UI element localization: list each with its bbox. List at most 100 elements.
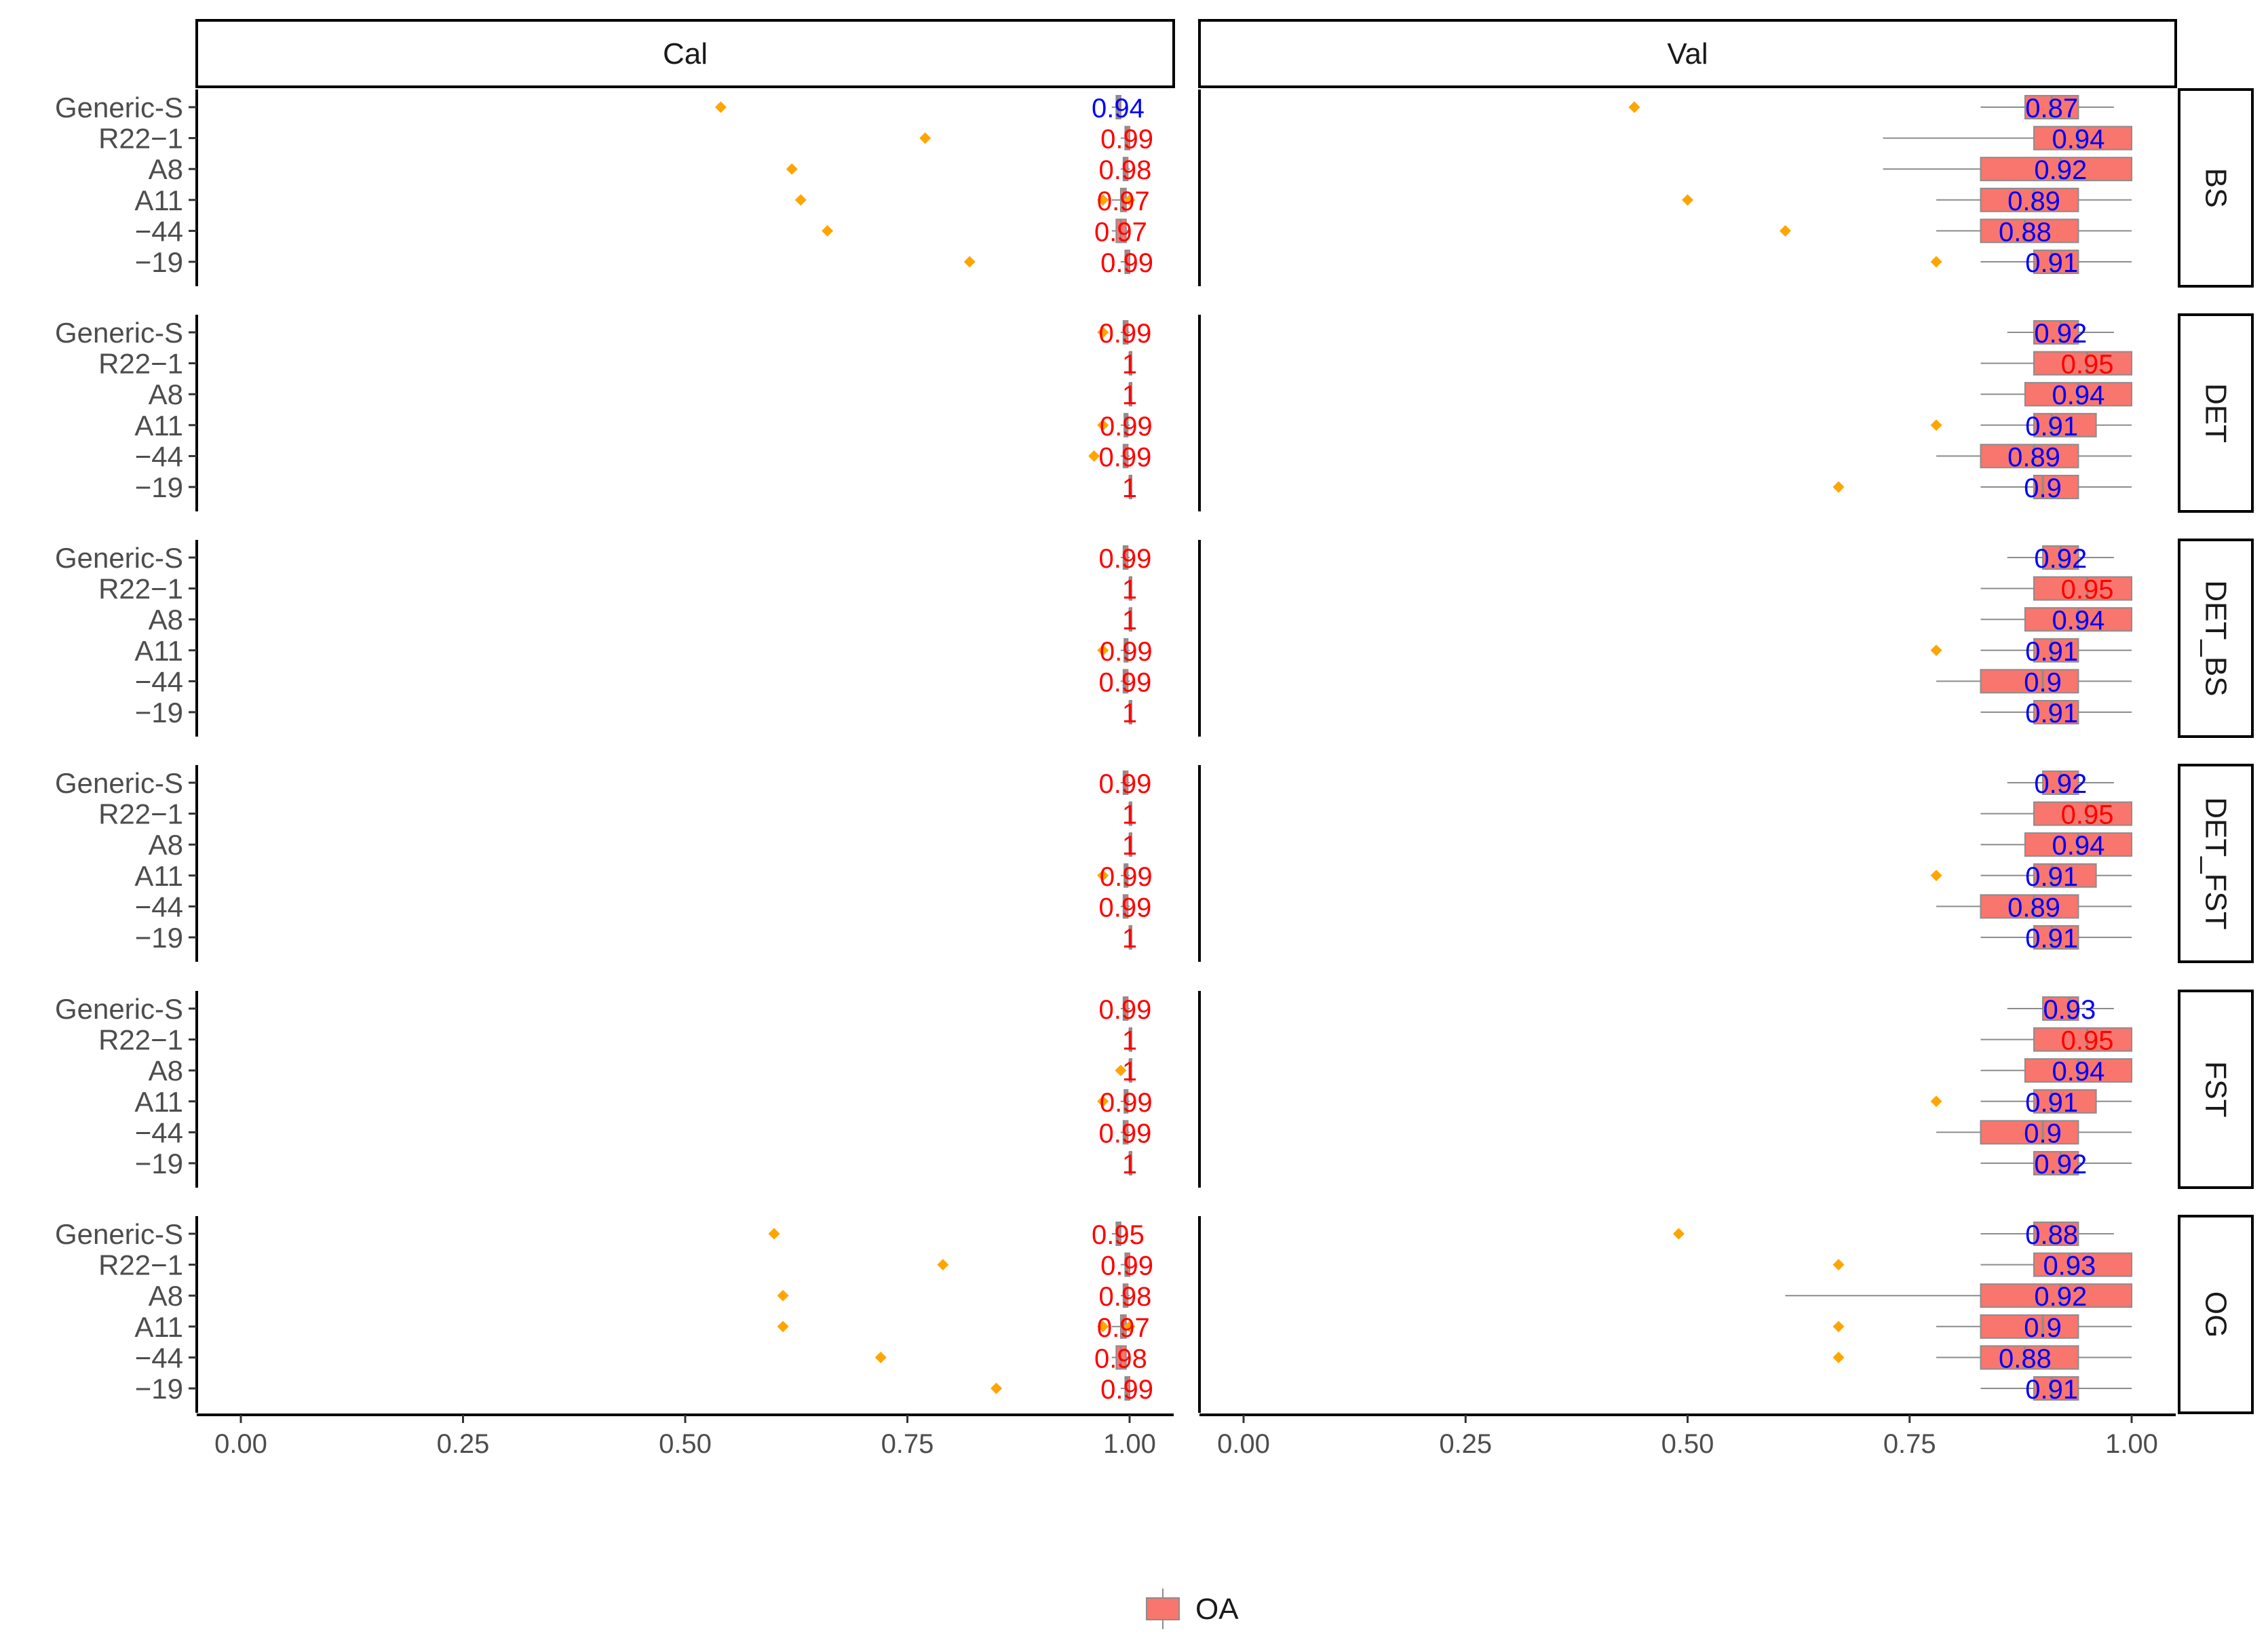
legend-key-oa: [1146, 1597, 1180, 1620]
box-val-bs-minus44: [1980, 218, 2079, 243]
value-label-val-det-fst-a8: 0.94: [2052, 831, 2105, 861]
value-label-cal-fst-r22minus1: 1: [1122, 1026, 1137, 1056]
outlier-point-val-og-minus44-0: [1832, 1351, 1845, 1363]
row-strip-label-det: DET: [2199, 383, 2233, 443]
outlier-point-cal-og-a11-2: [1123, 1321, 1136, 1333]
outlier-point-cal-bs-r22minus1-0: [919, 132, 931, 144]
value-label-val-det-fst-a11: 0.91: [2025, 862, 2078, 892]
y-tick-label-fst-minus44: −44: [135, 1116, 183, 1148]
y-tick-label-og-a11: A11: [134, 1311, 183, 1343]
outlier-point-val-det-a11-0: [1930, 419, 1942, 431]
value-label-val-bs-r22minus1: 0.94: [2052, 125, 2105, 155]
column-strip-label-val: Val: [1667, 37, 1708, 71]
box-val-og-generic-s: [2033, 1222, 2079, 1246]
value-label-cal-det-generic-s: 0.99: [1099, 319, 1152, 349]
value-label-cal-og-a8: 0.98: [1099, 1282, 1152, 1312]
y-tick-label-det-bs-generic-s: Generic-S: [55, 542, 183, 574]
facet-strips: Cal Val BS DET DET_BS DET_FST FST OG: [195, 19, 2254, 1414]
y-tick-label-det-bs-minus19: −19: [135, 697, 183, 728]
legend-label-oa: OA: [1195, 1593, 1239, 1626]
value-label-cal-det-bs-a8: 1: [1122, 606, 1137, 636]
value-label-val-fst-a11: 0.91: [2025, 1088, 2078, 1118]
value-label-val-det-fst-generic-s: 0.92: [2034, 769, 2087, 799]
value-label-val-og-generic-s: 0.88: [2025, 1220, 2078, 1250]
value-label-cal-det-bs-minus44: 0.99: [1099, 667, 1152, 697]
y-tick-label-det-fst-a11: A11: [134, 860, 183, 892]
outlier-point-cal-det-bs-a11-0: [1097, 644, 1109, 657]
row-strip-label-bs: BS: [2199, 168, 2233, 208]
box-val-bs-a8: [1980, 157, 2132, 182]
panel-val-det-bs: 0.920.950.940.910.90.91: [1930, 544, 2133, 728]
outlier-point-val-bs-minus19-0: [1930, 256, 1942, 268]
value-label-cal-det-bs-r22minus1: 1: [1122, 575, 1137, 605]
box-val-fst-minus44: [1980, 1120, 2079, 1145]
value-label-cal-bs-generic-s: 0.94: [1092, 94, 1145, 123]
value-label-val-bs-minus19: 0.91: [2025, 248, 2078, 278]
value-label-val-bs-a8: 0.92: [2034, 155, 2087, 185]
value-label-cal-det-fst-a8: 1: [1122, 831, 1137, 861]
box-val-og-a8: [1980, 1283, 2132, 1308]
y-tick-label-fst-a8: A8: [149, 1055, 183, 1087]
box-val-det-fst-minus44: [1980, 894, 2079, 919]
value-label-val-og-minus44: 0.88: [1999, 1344, 2052, 1373]
panel-val-bs: 0.870.940.920.890.880.91: [1628, 94, 2133, 278]
y-tick-label-og-r22minus1: R22−1: [98, 1249, 183, 1281]
outlier-point-cal-bs-a11-0: [794, 194, 807, 206]
panel-cal-og: 0.950.990.980.970.980.99: [768, 1220, 1153, 1405]
value-label-val-fst-a8: 0.94: [2052, 1057, 2105, 1087]
y-tick-label-bs-a8: A8: [149, 153, 183, 185]
y-tick-label-det-fst-r22minus1: R22−1: [98, 798, 183, 830]
row-strip-label-det-bs: DET_BS: [2199, 580, 2233, 696]
outlier-point-val-og-generic-s-0: [1672, 1228, 1685, 1240]
y-tick-label-det-a11: A11: [134, 410, 183, 442]
value-label-val-det-bs-a11: 0.91: [2025, 637, 2078, 667]
y-tick-label-det-fst-minus44: −44: [135, 891, 183, 922]
row-strip-bs: [2178, 88, 2254, 288]
row-strip-det: [2178, 313, 2254, 513]
x-tick-label-val-0-50: 0.50: [1661, 1429, 1714, 1459]
value-label-cal-og-minus44: 0.98: [1094, 1344, 1147, 1373]
value-label-cal-det-fst-minus19: 1: [1122, 924, 1137, 954]
y-tick-label-fst-a11: A11: [134, 1086, 183, 1118]
value-label-val-fst-r22minus1: 0.95: [2061, 1026, 2114, 1056]
y-tick-label-det-fst-generic-s: Generic-S: [55, 767, 183, 799]
box-val-og-minus44: [1980, 1345, 2079, 1370]
value-label-cal-og-generic-s: 0.95: [1092, 1220, 1145, 1250]
outlier-point-cal-det-minus44-0: [1088, 450, 1100, 462]
value-label-val-det-bs-generic-s: 0.92: [2034, 544, 2087, 574]
outlier-point-val-bs-a11-0: [1682, 194, 1693, 206]
box-val-det-minus19: [2033, 475, 2079, 499]
box-val-det-generic-s: [2033, 320, 2079, 345]
y-tick-label-fst-r22minus1: R22−1: [98, 1024, 183, 1056]
outlier-point-cal-fst-a11-0: [1097, 1095, 1109, 1108]
value-label-val-det-bs-minus44: 0.9: [2024, 667, 2062, 697]
outlier-point-cal-og-minus44-0: [874, 1351, 887, 1363]
outlier-point-cal-og-a8-0: [777, 1289, 789, 1302]
outlier-point-cal-og-r22minus1-0: [937, 1259, 949, 1271]
y-tick-label-det-bs-r22minus1: R22−1: [98, 573, 183, 605]
value-label-cal-det-a8: 1: [1122, 381, 1137, 410]
y-tick-label-bs-minus44: −44: [135, 215, 183, 247]
value-label-cal-det-bs-minus19: 1: [1122, 699, 1137, 728]
value-label-val-det-generic-s: 0.92: [2034, 319, 2087, 349]
y-tick-label-og-minus44: −44: [135, 1342, 183, 1373]
row-strip-fst: [2178, 990, 2254, 1189]
box-val-det-bs-minus19: [2033, 700, 2079, 724]
y-tick-label-bs-minus19: −19: [135, 246, 183, 278]
value-label-val-det-bs-r22minus1: 0.95: [2061, 575, 2114, 605]
outlier-point-val-det-bs-a11-0: [1930, 644, 1942, 657]
outlier-point-cal-bs-minus19-0: [963, 256, 976, 268]
y-tick-label-fst-minus19: −19: [135, 1148, 183, 1179]
column-strip-val: [1198, 19, 2177, 88]
y-tick-label-det-fst-minus19: −19: [135, 922, 183, 954]
outlier-point-val-og-r22minus1-0: [1832, 1259, 1845, 1271]
outlier-point-cal-fst-a8-0: [1115, 1064, 1127, 1076]
value-label-val-det-minus44: 0.89: [2007, 442, 2060, 472]
value-label-cal-fst-minus44: 0.99: [1099, 1118, 1152, 1148]
x-tick-label-cal-0-25: 0.25: [437, 1429, 490, 1459]
x-tick-label-cal-1-00: 1.00: [1103, 1429, 1156, 1459]
value-label-val-og-minus19: 0.91: [2025, 1375, 2078, 1405]
